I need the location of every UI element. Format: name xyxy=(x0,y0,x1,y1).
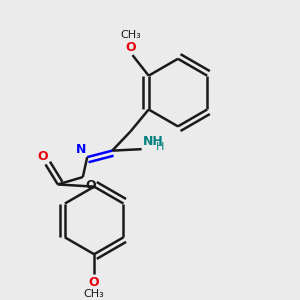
Text: NH: NH xyxy=(142,135,163,148)
Text: O: O xyxy=(126,40,136,54)
Text: H: H xyxy=(156,142,164,152)
Text: N: N xyxy=(76,142,86,156)
Text: O: O xyxy=(89,276,100,289)
Text: CH₃: CH₃ xyxy=(84,289,104,299)
Text: CH₃: CH₃ xyxy=(121,30,141,40)
Text: O: O xyxy=(38,150,48,163)
Text: O: O xyxy=(86,178,96,192)
